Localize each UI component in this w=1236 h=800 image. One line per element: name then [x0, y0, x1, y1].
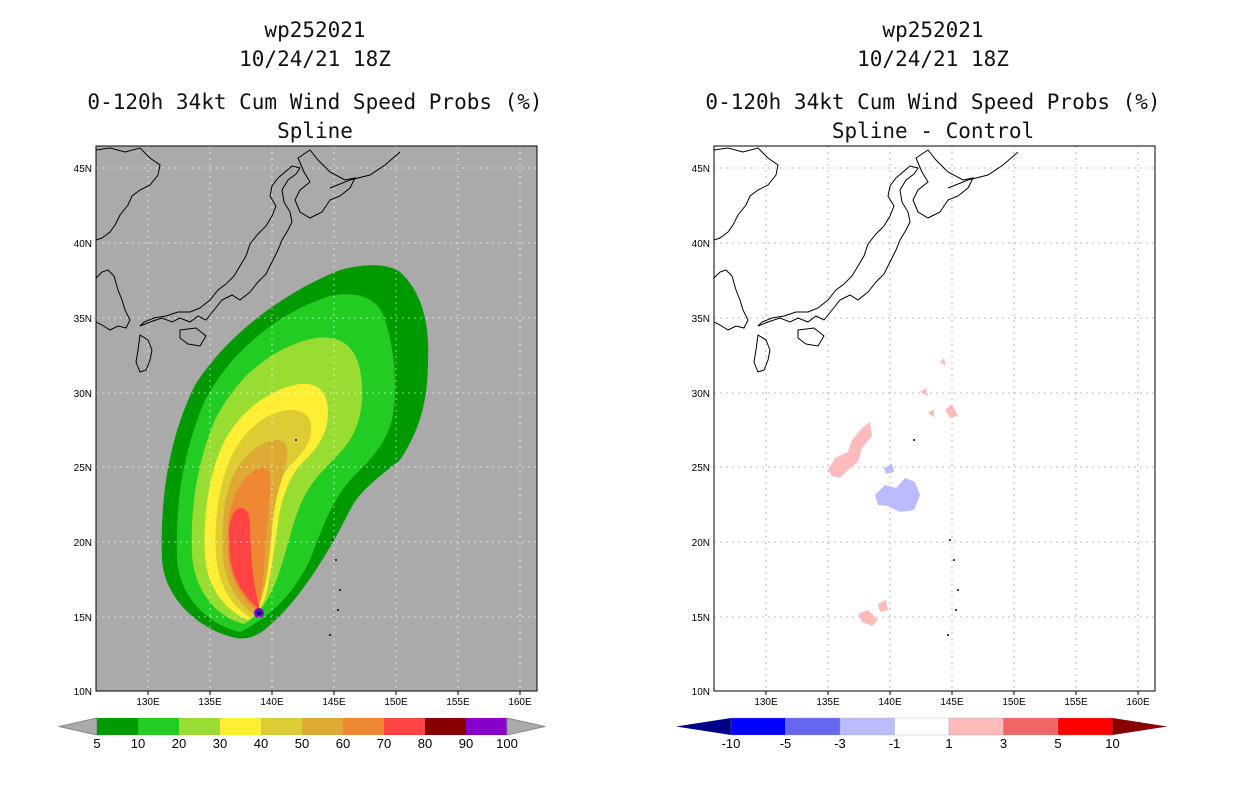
colorbar-label: 50: [295, 736, 309, 751]
colorbar-label: 10: [131, 736, 145, 751]
colorbar-swatch: [261, 718, 302, 735]
colorbar-end-right: [506, 717, 546, 736]
colorbar-swatch: [138, 718, 179, 735]
product-title: 0-120h 34kt Cum Wind Speed Probs (%): [705, 90, 1161, 114]
lon-tick-label: 150E: [384, 697, 408, 708]
prob-80-center: [256, 610, 262, 616]
lon-tick-label: 160E: [508, 697, 532, 708]
colorbar-label: 100: [496, 736, 518, 751]
lon-tick-label: 155E: [446, 697, 470, 708]
colorbar-swatch: [466, 718, 507, 735]
lon-tick-label: 135E: [198, 697, 222, 708]
lat-tick-label: 40N: [74, 239, 92, 250]
colorbar-label: 40: [254, 736, 268, 751]
product-title: 0-120h 34kt Cum Wind Speed Probs (%): [87, 90, 543, 114]
storm-id: wp252021: [882, 18, 984, 42]
colorbar-swatch: [343, 718, 384, 735]
lat-lon-grid: [96, 146, 537, 691]
lat-tick-label: 20N: [74, 538, 92, 549]
lat-tick-label: 15N: [74, 613, 92, 624]
lon-tick-label: 145E: [322, 697, 346, 708]
lat-tick-label: 25N: [74, 463, 92, 474]
colorbar-label: 70: [377, 736, 391, 751]
init-time: 10/24/21 18Z: [239, 47, 391, 71]
method-label: Spline - Control: [831, 119, 1035, 143]
lat-tick-label: 45N: [74, 164, 92, 175]
storm-id: wp252021: [264, 18, 366, 42]
right-panel-title: wp252021 10/24/21 18Z 0-120h 34kt Cum Wi…: [673, 16, 1193, 146]
lat-tick-label: 35N: [74, 314, 92, 325]
left-panel-title: wp252021 10/24/21 18Z 0-120h 34kt Cum Wi…: [55, 16, 575, 146]
colorbar-label: 90: [459, 736, 473, 751]
colorbar-label: 30: [213, 736, 227, 751]
method-label: Spline: [277, 119, 353, 143]
left-lat-ticks: 45N 40N 35N 30N 25N 20N 15N 10N: [74, 164, 92, 698]
init-time: 10/24/21 18Z: [857, 47, 1009, 71]
left-colorbar: 5 10 20 30 40 50 60 70 80 90 100: [58, 717, 546, 751]
left-map-frame: [95, 145, 538, 692]
left-lon-ticks: 130E 135E 140E 145E 150E 155E 160E: [136, 691, 532, 708]
lon-tick-label: 130E: [136, 697, 160, 708]
colorbar-swatch: [179, 718, 220, 735]
lon-tick-label: 140E: [260, 697, 284, 708]
colorbar-swatch: [384, 718, 425, 735]
colorbar-end-left: [58, 717, 98, 736]
colorbar-label: 60: [336, 736, 350, 751]
colorbar-swatch: [425, 718, 466, 735]
lat-tick-label: 10N: [74, 687, 92, 698]
prob-70-contour: [228, 508, 260, 610]
colorbar-label: 20: [172, 736, 186, 751]
colorbar-label: 80: [418, 736, 432, 751]
colorbar-label: 5: [93, 736, 100, 751]
lat-tick-label: 30N: [74, 389, 92, 400]
colorbar-swatch: [220, 718, 261, 735]
colorbar-swatch: [97, 718, 138, 735]
colorbar-swatch: [302, 718, 343, 735]
